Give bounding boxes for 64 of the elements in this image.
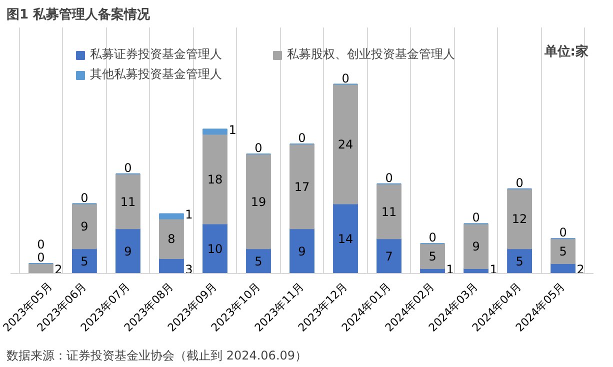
data-label: 10 [207,242,223,256]
bar [72,203,97,250]
bar [202,128,228,135]
chart-title: 图1 私募管理人备案情况 [6,6,152,22]
data-label: 12 [512,212,528,226]
data-label: 19 [250,194,266,209]
data-label: 0 [37,250,45,265]
bar [159,218,184,260]
data-label: 1 [185,208,193,222]
bar [290,144,314,230]
bar [376,238,402,274]
bar [116,173,140,230]
bar [159,258,184,274]
bar [550,238,576,264]
bar [159,213,184,220]
bar [464,223,488,270]
data-label: 11 [381,204,397,219]
data-label: 0 [385,170,393,185]
bar [28,263,54,274]
data-label: 5 [428,250,436,264]
bar [72,248,97,274]
data-label: 9 [124,244,132,259]
data-label: 0 [124,160,132,175]
data-label: 8 [168,232,176,246]
bar [116,228,140,274]
data-label: 5 [80,254,88,269]
data-label: 9 [298,244,306,259]
data-label: 18 [207,172,223,186]
data-label: 5 [254,254,262,269]
legend-label: 私募证券投资基金管理人 [90,46,222,63]
data-label: 1 [228,123,236,138]
data-label: 0 [298,131,306,146]
data-label: 5 [559,244,567,259]
bar [333,203,358,274]
legend-label: 其他私募投资基金管理人 [90,66,222,83]
data-label: 17 [294,180,310,194]
bar [507,188,532,250]
source-note: 数据来源：证券投资基金业协会（截止到 2024.06.09） [6,348,308,362]
data-label: 0 [254,140,262,155]
bar [420,243,445,270]
data-label: 0 [37,238,45,252]
data-label: 11 [120,194,136,209]
bar [202,223,228,274]
text: 单位:家 [543,44,589,60]
data-label: 0 [342,71,350,86]
bar [333,84,358,204]
bar [507,248,532,274]
data-label: 0 [472,210,480,225]
data-label: 5 [516,254,524,269]
bar [376,183,402,240]
bar [246,153,271,250]
data-label: 9 [472,240,480,254]
data-label: 14 [338,232,354,246]
data-label: 0 [428,230,436,245]
data-label: 0 [559,226,567,240]
legend-label: 私募股权、创业投资基金管理人 [287,46,455,63]
bar [290,228,314,274]
data-label: 0 [516,176,524,190]
bar [202,134,228,224]
bar [246,248,271,274]
data-label: 24 [338,138,354,152]
data-label: 0 [80,190,88,205]
data-label: 9 [80,220,88,234]
data-label: 7 [385,250,393,264]
